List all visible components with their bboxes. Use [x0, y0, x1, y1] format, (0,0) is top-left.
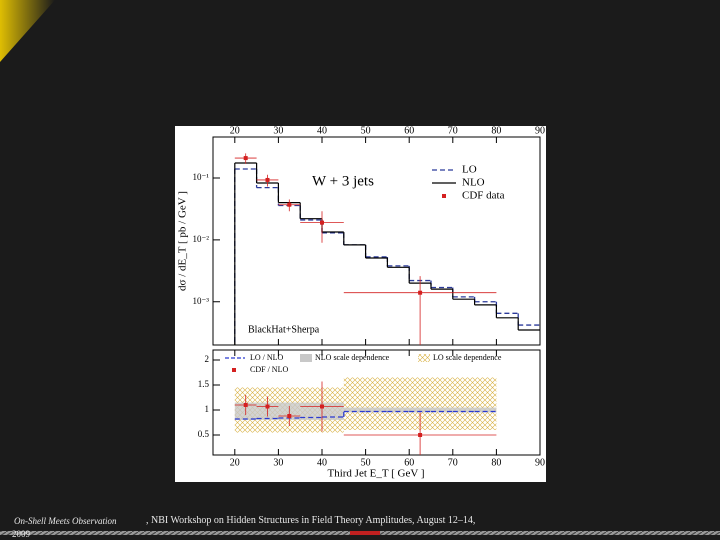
x-tick-label: 20: [230, 125, 240, 136]
x-tick-label: 90: [535, 457, 545, 468]
annotation: BlackHat+Sherpa: [248, 324, 320, 335]
data-point: [243, 403, 248, 407]
x-tick-label: 30: [273, 125, 283, 136]
data-point: [418, 290, 423, 295]
footer-text: , NBI Workshop on Hidden Structures in F…: [146, 515, 476, 526]
x-tick-label: 60: [404, 457, 414, 468]
legend-label: LO: [462, 164, 477, 176]
data-point: [320, 220, 324, 225]
x-tick-label: 70: [448, 457, 458, 468]
scale-band: [409, 377, 431, 430]
scale-band: [452, 407, 475, 413]
x-axis-label: Third Jet E_T [ GeV ]: [327, 468, 424, 480]
y-tick-label: 10⁻³: [193, 296, 210, 306]
scale-band: [387, 407, 410, 413]
legend-swatch: [232, 368, 236, 372]
scale-band: [343, 377, 366, 430]
x-tick-label: 40: [317, 457, 327, 468]
annotation: W + 3 jets: [312, 173, 374, 189]
legend-swatch: [442, 194, 446, 198]
footer-event: On-Shell Meets Observation: [14, 516, 117, 526]
scale-band: [431, 377, 453, 430]
scale-band: [343, 407, 366, 413]
scale-band: [431, 407, 453, 413]
scale-band: [409, 407, 431, 413]
x-tick-label: 40: [317, 125, 327, 136]
y-tick-label: 2: [205, 354, 210, 364]
x-tick-label: 70: [448, 125, 458, 136]
x-tick-label: 20: [230, 457, 240, 468]
data-point: [287, 202, 292, 207]
data-point: [243, 156, 248, 161]
scale-band: [365, 407, 388, 413]
y-tick-label: 10⁻²: [193, 234, 210, 244]
data-point: [265, 404, 270, 409]
x-tick-label: 30: [273, 457, 283, 468]
y-tick-label: 0.5: [198, 429, 210, 439]
frame: [212, 136, 541, 346]
legend-label: NLO scale dependence: [315, 353, 390, 362]
footer-accent: [350, 531, 380, 535]
legend-label: NLO: [462, 177, 485, 189]
legend-swatch: [300, 354, 312, 362]
scale-band: [387, 377, 410, 430]
x-tick-label: 50: [361, 457, 371, 468]
data-point: [265, 177, 270, 182]
y-tick-label: 10⁻¹: [193, 172, 210, 182]
legend-label: LO scale dependence: [433, 353, 502, 362]
scale-band: [474, 407, 497, 413]
data-point: [287, 414, 292, 418]
data-point: [320, 404, 324, 409]
x-tick-label: 80: [491, 125, 501, 136]
y-axis-label: dσ / dE_T [ pb / GeV ]: [177, 191, 189, 291]
x-tick-label: 60: [404, 125, 414, 136]
scale-band: [474, 377, 497, 430]
scale-band: [452, 377, 475, 430]
legend-swatch: [418, 354, 430, 362]
x-tick-label: 90: [535, 125, 545, 136]
frame: [212, 349, 541, 456]
legend-label: CDF / NLO: [250, 365, 288, 374]
legend-label: CDF data: [462, 190, 505, 202]
y-tick-label: 1.5: [198, 379, 210, 389]
scale-band: [365, 377, 388, 430]
legend-label: LO / NLO: [250, 353, 284, 362]
data-point: [418, 433, 423, 437]
x-tick-label: 50: [361, 125, 371, 136]
x-tick-label: 80: [491, 457, 501, 468]
corner-streak: [0, 0, 55, 62]
footer-year: 2009: [12, 529, 30, 539]
y-tick-label: 1: [205, 404, 210, 414]
